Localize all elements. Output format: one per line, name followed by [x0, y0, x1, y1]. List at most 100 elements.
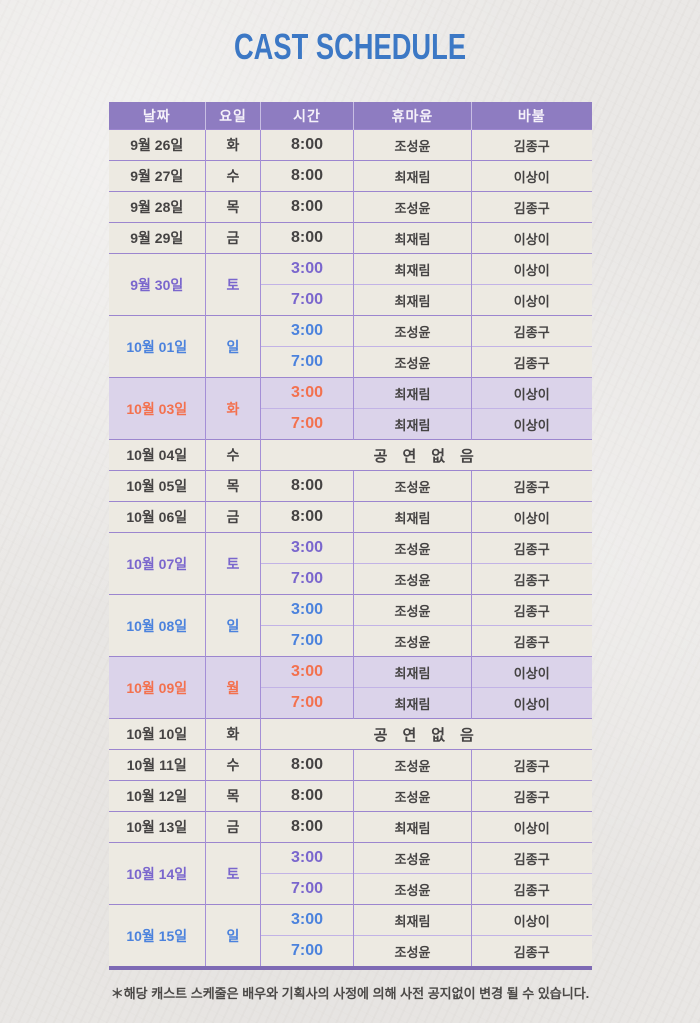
time-cell: 7:00 — [260, 873, 354, 905]
time-cell: 3:00 — [260, 253, 354, 285]
column-header: 요일 — [205, 102, 261, 130]
column-header: 날짜 — [108, 102, 206, 130]
babul-cast-cell: 김종구 — [471, 935, 592, 968]
babul-cast-cell: 김종구 — [471, 346, 592, 378]
humayun-cast-cell: 조성윤 — [353, 873, 472, 905]
humayun-cast-cell: 조성윤 — [353, 625, 472, 657]
date-cell: 10월 12일 — [108, 780, 206, 812]
time-cell: 3:00 — [260, 315, 354, 347]
humayun-cast-cell: 최재림 — [353, 377, 472, 409]
babul-cast-cell: 이상이 — [471, 377, 592, 409]
schedule-row: 7:00 조성윤 김종구 — [109, 935, 592, 968]
time-cell: 7:00 — [260, 563, 354, 595]
time-cell: 8:00 — [260, 811, 354, 843]
schedule-row: 7:00 조성윤 김종구 — [109, 625, 592, 657]
column-header: 시간 — [260, 102, 354, 130]
time-cell: 8:00 — [260, 222, 354, 254]
schedule-row: 10월 08일 일 3:00 조성윤 김종구 — [108, 594, 592, 657]
babul-cast-cell: 김종구 — [471, 129, 592, 161]
humayun-cast-cell: 최재림 — [353, 284, 472, 316]
schedule-row: 7:00 최재림 이상이 — [109, 284, 592, 316]
date-cell: 10월 03일 — [108, 377, 206, 440]
schedule-row: 10월 05일 목 8:00 조성윤 김종구 — [108, 470, 592, 502]
babul-cast-cell: 이상이 — [471, 408, 592, 440]
day-cell: 화 — [205, 377, 261, 440]
date-cell: 10월 15일 — [108, 904, 206, 968]
babul-cast-cell: 이상이 — [471, 284, 592, 316]
humayun-cast-cell: 조성윤 — [353, 191, 472, 223]
schedule-row: 7:00 최재림 이상이 — [109, 687, 592, 719]
time-cell: 7:00 — [260, 625, 354, 657]
date-cell: 10월 07일 — [108, 532, 206, 595]
day-cell: 목 — [205, 191, 261, 223]
time-cell: 3:00 — [260, 594, 354, 626]
date-cell: 9월 27일 — [108, 160, 206, 192]
day-cell: 수 — [205, 160, 261, 192]
babul-cast-cell: 김종구 — [471, 470, 592, 502]
schedule-row: 10월 13일 금 8:00 최재림 이상이 — [108, 811, 592, 843]
schedule-row: 10월 10일 화 공연없음 — [108, 718, 592, 750]
schedule-row: 10월 11일 수 8:00 조성윤 김종구 — [108, 749, 592, 781]
schedule-row: 7:00 최재림 이상이 — [109, 408, 592, 440]
time-cell: 3:00 — [260, 656, 354, 688]
babul-cast-cell: 이상이 — [471, 811, 592, 843]
humayun-cast-cell: 조성윤 — [353, 935, 472, 968]
date-cell: 9월 26일 — [108, 129, 206, 161]
day-cell: 목 — [205, 470, 261, 502]
date-cell: 10월 06일 — [108, 501, 206, 533]
date-cell: 9월 30일 — [108, 253, 206, 316]
time-cell: 8:00 — [260, 191, 354, 223]
cast-schedule-poster: CAST SCHEDULE 날짜 요일 시간 휴마윤 바불 9월 26일 화 8:00 조성윤… — [0, 27, 700, 1023]
day-cell: 화 — [205, 718, 261, 750]
humayun-cast-cell: 조성윤 — [353, 563, 472, 595]
humayun-cast-cell: 최재림 — [353, 160, 472, 192]
schedule-body: 9월 26일 화 8:00 조성윤 김종구 9월 27일 수 8:00 최재림 이상이 9월 28일… — [108, 129, 592, 968]
day-cell: 토 — [205, 532, 261, 595]
time-cell: 7:00 — [260, 284, 354, 316]
babul-cast-cell: 김종구 — [471, 191, 592, 223]
date-cell: 10월 04일 — [108, 439, 206, 471]
schedule-row: 7:00 조성윤 김종구 — [109, 873, 592, 905]
schedule-row: 9월 27일 수 8:00 최재림 이상이 — [108, 160, 592, 192]
time-cell: 8:00 — [260, 780, 354, 812]
humayun-cast-cell: 최재림 — [353, 656, 472, 688]
day-cell: 금 — [205, 811, 261, 843]
babul-cast-cell: 김종구 — [471, 594, 592, 626]
time-cell: 8:00 — [260, 501, 354, 533]
day-cell: 금 — [205, 501, 261, 533]
date-cell: 9월 29일 — [108, 222, 206, 254]
babul-cast-cell: 이상이 — [471, 904, 592, 936]
day-cell: 월 — [205, 656, 261, 719]
day-cell: 화 — [205, 129, 261, 161]
schedule-table: 날짜 요일 시간 휴마윤 바불 9월 26일 화 8:00 조성윤 김종구 9월 27일 수 8:00… — [108, 102, 592, 970]
page-title: CAST SCHEDULE — [233, 27, 467, 68]
day-cell: 토 — [205, 253, 261, 316]
schedule-row: 10월 07일 토 3:00 조성윤 김종구 — [108, 532, 592, 595]
date-cell: 10월 13일 — [108, 811, 206, 843]
babul-cast-cell: 김종구 — [471, 563, 592, 595]
day-cell: 일 — [205, 594, 261, 657]
humayun-cast-cell: 조성윤 — [353, 532, 472, 564]
date-cell: 10월 01일 — [108, 315, 206, 378]
humayun-cast-cell: 조성윤 — [353, 594, 472, 626]
schedule-row: 10월 12일 목 8:00 조성윤 김종구 — [108, 780, 592, 812]
schedule-row: 10월 06일 금 8:00 최재림 이상이 — [108, 501, 592, 533]
babul-cast-cell: 김종구 — [471, 532, 592, 564]
humayun-cast-cell: 조성윤 — [353, 842, 472, 874]
humayun-cast-cell: 최재림 — [353, 408, 472, 440]
schedule-table-wrap: 날짜 요일 시간 휴마윤 바불 9월 26일 화 8:00 조성윤 김종구 9월 27일 수 8:00… — [0, 102, 700, 970]
no-show-cell: 공연없음 — [260, 439, 592, 471]
day-cell: 목 — [205, 780, 261, 812]
babul-cast-cell: 이상이 — [471, 160, 592, 192]
time-cell: 3:00 — [260, 377, 354, 409]
schedule-row: 10월 15일 일 3:00 최재림 이상이 — [108, 904, 592, 968]
humayun-cast-cell: 최재림 — [353, 253, 472, 285]
day-cell: 일 — [205, 904, 261, 968]
time-cell: 3:00 — [260, 532, 354, 564]
date-cell: 10월 10일 — [108, 718, 206, 750]
babul-cast-cell: 김종구 — [471, 315, 592, 347]
schedule-header: 날짜 요일 시간 휴마윤 바불 — [108, 102, 592, 130]
babul-cast-cell: 이상이 — [471, 222, 592, 254]
time-cell: 8:00 — [260, 160, 354, 192]
schedule-row: 9월 29일 금 8:00 최재림 이상이 — [108, 222, 592, 254]
